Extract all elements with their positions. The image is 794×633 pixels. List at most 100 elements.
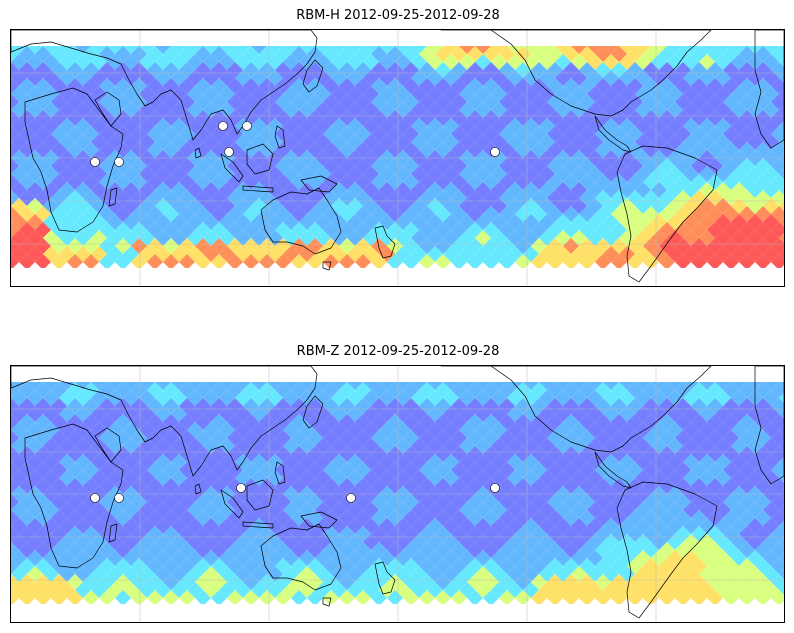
coastline — [594, 451, 632, 489]
field-cell — [179, 590, 195, 606]
coastline — [94, 91, 122, 127]
field-cell — [779, 521, 784, 531]
island — [490, 147, 500, 157]
field-cell — [11, 398, 19, 414]
field-cell — [779, 249, 784, 259]
coastline — [594, 115, 632, 153]
field-cell — [771, 574, 784, 590]
field-cell — [779, 409, 784, 419]
field-cell — [99, 590, 115, 606]
field-cell — [627, 254, 643, 270]
field-cell — [779, 185, 784, 195]
coastline — [440, 30, 712, 117]
coastline — [260, 523, 342, 591]
field-cell — [67, 590, 83, 606]
field-cell — [779, 441, 784, 451]
field-cell — [779, 505, 784, 515]
field-cell — [675, 590, 691, 606]
field-cell — [771, 494, 784, 510]
no-data-band — [11, 268, 784, 286]
coastline — [108, 187, 118, 207]
field-cell — [211, 590, 227, 606]
coastline — [374, 561, 396, 595]
field-cell — [51, 590, 67, 606]
field-cell — [115, 254, 131, 270]
field-cell — [355, 590, 371, 606]
field-cell — [467, 254, 483, 270]
field-cell — [675, 254, 691, 270]
coastline — [302, 59, 324, 93]
field-cell — [643, 590, 659, 606]
field-cell — [419, 254, 435, 270]
island — [346, 493, 356, 503]
field-cell — [771, 110, 784, 126]
field-cell — [531, 254, 547, 270]
field-cell — [419, 590, 435, 606]
field-cell — [691, 590, 707, 606]
coastline — [24, 423, 124, 569]
field-cell — [595, 254, 611, 270]
field-cell — [779, 569, 784, 579]
field-cell — [275, 590, 291, 606]
field-cell — [723, 590, 739, 606]
field-cell — [387, 590, 403, 606]
field-cell — [275, 254, 291, 270]
field-cell — [435, 590, 451, 606]
coastline — [374, 225, 396, 259]
field-cell — [771, 462, 784, 478]
field-cell — [11, 494, 19, 510]
coastline — [754, 30, 784, 149]
field-cell — [779, 73, 784, 83]
map-rbm-h — [10, 29, 785, 287]
field-cell — [451, 254, 467, 270]
island — [490, 483, 500, 493]
islands — [90, 121, 500, 167]
field-cell — [771, 206, 784, 222]
field-cell — [611, 590, 627, 606]
island — [114, 493, 124, 503]
field-cell — [147, 590, 163, 606]
field-cell — [779, 217, 784, 227]
field-cell — [771, 414, 784, 430]
island — [218, 121, 228, 131]
field-cell — [435, 254, 451, 270]
field-cell — [483, 254, 499, 270]
field-cell — [563, 590, 579, 606]
field-cell — [707, 590, 723, 606]
coastline — [322, 261, 332, 271]
coastline — [274, 125, 286, 149]
field-cell — [11, 206, 19, 222]
island — [90, 493, 100, 503]
coastline — [246, 479, 274, 511]
field-cell — [11, 414, 19, 430]
field-cell — [83, 590, 99, 606]
field-cell — [99, 254, 115, 270]
field-cell — [291, 590, 307, 606]
field-cell — [779, 57, 784, 67]
field-cell — [627, 590, 643, 606]
field-cell — [779, 537, 784, 547]
coastline — [300, 175, 338, 193]
field-cell — [779, 233, 784, 243]
field-cell — [339, 254, 355, 270]
coastline — [246, 143, 274, 175]
field-cell — [707, 254, 723, 270]
field-cell — [779, 425, 784, 435]
field-cell — [403, 254, 419, 270]
island — [224, 147, 234, 157]
field-cell — [83, 254, 99, 270]
no-data-band — [11, 30, 784, 46]
coastlines — [11, 366, 784, 619]
field-cell — [779, 393, 784, 403]
coastline — [220, 489, 244, 519]
field-cell — [11, 222, 19, 238]
field-cell — [11, 94, 19, 110]
field-cell — [779, 457, 784, 467]
field-cell — [499, 590, 515, 606]
panel-title: RBM-Z 2012-09-25-2012-09-28 — [296, 344, 500, 359]
coastline — [754, 366, 784, 485]
field-cell — [691, 254, 707, 270]
field-cell — [11, 382, 19, 398]
field-cell — [11, 558, 19, 574]
field-cell — [11, 126, 19, 142]
